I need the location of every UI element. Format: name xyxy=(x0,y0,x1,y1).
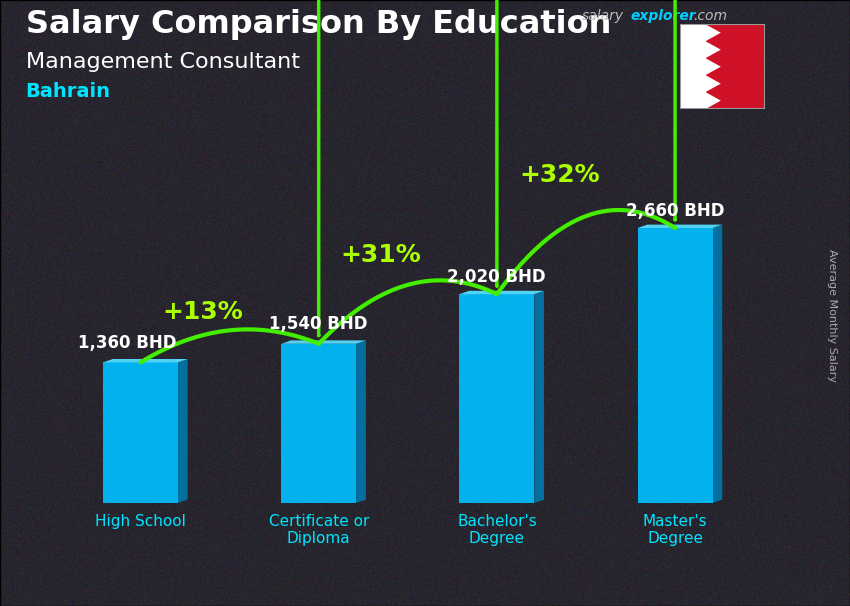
Polygon shape xyxy=(706,58,721,75)
Text: salary: salary xyxy=(582,9,625,23)
Text: +32%: +32% xyxy=(519,163,599,187)
Text: explorer: explorer xyxy=(631,9,696,23)
Text: .com: .com xyxy=(693,9,727,23)
Polygon shape xyxy=(638,225,722,228)
Text: +13%: +13% xyxy=(162,300,243,324)
Bar xyxy=(706,24,765,109)
Polygon shape xyxy=(178,359,188,503)
Text: 2,660 BHD: 2,660 BHD xyxy=(626,202,724,220)
Polygon shape xyxy=(103,359,188,362)
Text: Bahrain: Bahrain xyxy=(26,82,110,101)
Polygon shape xyxy=(706,92,721,109)
Polygon shape xyxy=(706,41,721,58)
Polygon shape xyxy=(535,291,544,503)
Text: 1,360 BHD: 1,360 BHD xyxy=(78,334,177,352)
Text: Average Monthly Salary: Average Monthly Salary xyxy=(827,248,837,382)
Text: Salary Comparison By Education: Salary Comparison By Education xyxy=(26,9,611,40)
FancyBboxPatch shape xyxy=(460,294,535,503)
FancyBboxPatch shape xyxy=(638,228,712,503)
Polygon shape xyxy=(356,341,366,503)
Polygon shape xyxy=(460,291,544,294)
Text: 2,020 BHD: 2,020 BHD xyxy=(447,268,546,286)
Bar xyxy=(680,24,705,109)
Polygon shape xyxy=(706,24,721,41)
Polygon shape xyxy=(281,341,366,344)
Polygon shape xyxy=(706,75,721,92)
Text: Management Consultant: Management Consultant xyxy=(26,52,299,72)
Text: 1,540 BHD: 1,540 BHD xyxy=(269,316,367,333)
Polygon shape xyxy=(712,225,722,503)
FancyBboxPatch shape xyxy=(103,362,178,503)
Text: +31%: +31% xyxy=(341,243,422,267)
FancyBboxPatch shape xyxy=(281,344,356,503)
